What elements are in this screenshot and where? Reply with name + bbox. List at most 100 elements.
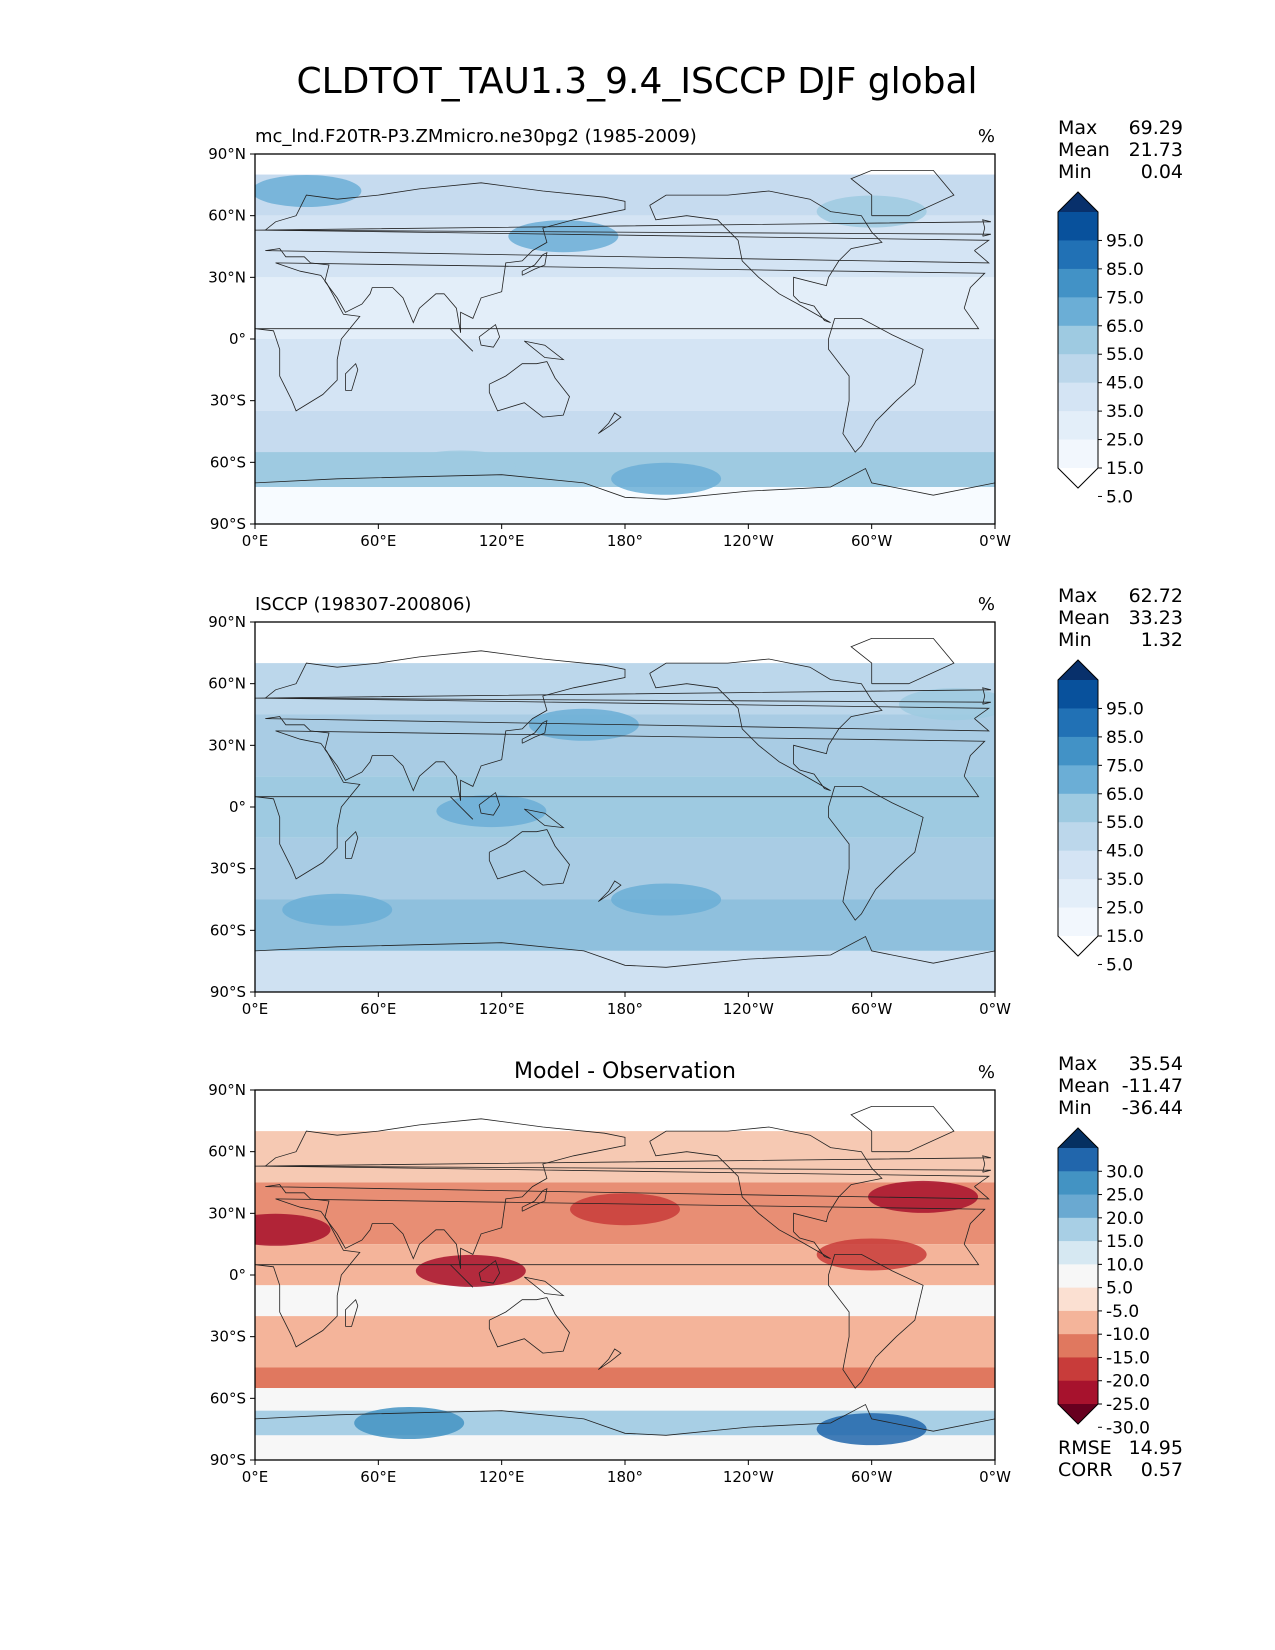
colorbar-label: 85.0	[1106, 728, 1144, 748]
coastline	[850, 1106, 955, 1153]
y-tick-label: 30°S	[210, 1328, 246, 1346]
coastline	[524, 340, 565, 361]
colorbar-label: 65.0	[1106, 785, 1144, 805]
field-band	[255, 950, 995, 992]
map-panel-difference: Model - Observation % 90°N 60°N 30°N 0° 30°S 60…	[208, 1053, 1183, 1486]
colorbar-segment	[1058, 1217, 1098, 1242]
stat-value: 62.72	[1129, 585, 1183, 607]
colorbar-extend-min	[1058, 468, 1098, 488]
colorbar-segment	[1058, 907, 1098, 937]
metric-label: RMSE	[1058, 1437, 1112, 1459]
colorbar-segment	[1058, 1310, 1098, 1335]
metric-value: 0.57	[1141, 1459, 1183, 1481]
coastline	[255, 1403, 995, 1436]
field-blob	[255, 175, 362, 207]
field-band	[255, 1316, 995, 1368]
colorbar-segment	[1058, 268, 1098, 298]
stat-value: 69.29	[1129, 117, 1183, 139]
field-blob	[816, 1413, 927, 1446]
colorbar-label: 65.0	[1106, 317, 1144, 337]
colorbar-label: 45.0	[1106, 374, 1144, 394]
x-tick-label: 120°E	[479, 532, 525, 550]
panel-units: %	[978, 126, 995, 147]
y-tick-label: 90°S	[210, 983, 246, 1001]
y-tick-label: 90°N	[208, 613, 246, 631]
coastline	[524, 808, 565, 829]
y-tick-label: 90°N	[208, 1081, 246, 1099]
coastline	[598, 412, 622, 434]
colorbar-segment	[1058, 325, 1098, 355]
colorbar-segment	[1058, 765, 1098, 795]
x-tick-label: 0°W	[979, 532, 1011, 550]
field-blob	[255, 1213, 331, 1246]
coastline	[450, 1264, 474, 1288]
panel-units: %	[978, 1062, 995, 1083]
stat-value: -36.44	[1122, 1097, 1183, 1119]
x-tick-label: 60°W	[851, 1468, 893, 1486]
map-field	[255, 622, 995, 992]
x-tick-label: 0°E	[242, 1468, 269, 1486]
field-band	[255, 339, 995, 411]
colorbar-label: -15.0	[1106, 1348, 1150, 1368]
x-tick-label: 120°W	[723, 1468, 774, 1486]
stat-value: -11.47	[1122, 1075, 1183, 1097]
metric-value: 14.95	[1129, 1437, 1183, 1459]
stat-label: Mean	[1058, 1075, 1110, 1097]
coastline	[828, 786, 924, 921]
coastline	[828, 1254, 924, 1389]
y-tick-label: 30°S	[210, 392, 246, 410]
stat-label: Max	[1058, 1053, 1097, 1075]
y-tick-label: 30°N	[208, 736, 246, 754]
coastline	[255, 467, 995, 500]
colorbar-label: 30.0	[1106, 1162, 1144, 1182]
colorbar-segment	[1058, 708, 1098, 738]
coastline	[450, 796, 474, 820]
y-tick-label: 60°N	[208, 675, 246, 693]
colorbar-segment	[1058, 1194, 1098, 1219]
coastline	[524, 1276, 565, 1297]
field-band	[255, 1367, 995, 1389]
stat-label: Mean	[1058, 607, 1110, 629]
colorbar-label: 5.0	[1106, 1279, 1133, 1299]
colorbar-segment	[1058, 411, 1098, 441]
y-tick-label: 0°	[229, 330, 246, 348]
x-tick-label: 120°E	[479, 1468, 525, 1486]
colorbar-segment	[1058, 736, 1098, 766]
stat-label: Max	[1058, 585, 1097, 607]
colorbar-extend-max	[1058, 192, 1098, 212]
x-tick-label: 180°	[607, 532, 643, 550]
colorbar-label: 15.0	[1106, 927, 1144, 947]
stat-value: 35.54	[1129, 1053, 1183, 1075]
field-blob	[898, 688, 995, 721]
coastline	[255, 219, 991, 237]
y-tick-label: 90°N	[208, 145, 246, 163]
stat-value: 1.32	[1141, 629, 1183, 651]
field-blob	[415, 1254, 526, 1287]
colorbar-label: 55.0	[1106, 813, 1144, 833]
colorbar-label: 75.0	[1106, 288, 1144, 308]
y-tick-label: 60°S	[210, 921, 246, 939]
colorbar-label: 10.0	[1106, 1255, 1144, 1275]
colorbar-segment	[1058, 1357, 1098, 1382]
panel-title-left: mc_lnd.F20TR-P3.ZMmicro.ne30pg2 (1985-20…	[255, 126, 697, 147]
colorbar-extend-max	[1058, 660, 1098, 680]
field-blob	[436, 795, 547, 828]
colorbar-segment	[1058, 1334, 1098, 1358]
coastline	[255, 1155, 991, 1173]
colorbar: 95.0 85.0 75.0 65.0 55.0 45.0 35.0 25.0 15.0 5.0	[1057, 191, 1144, 507]
field-blob	[611, 462, 722, 495]
coastline	[478, 1259, 501, 1284]
colorbar-label: 25.0	[1106, 431, 1144, 451]
field-blob	[570, 1193, 680, 1226]
x-tick-label: 0°E	[242, 1000, 269, 1018]
colorbar-segment	[1058, 850, 1098, 880]
colorbar-label: -10.0	[1106, 1325, 1150, 1345]
coastline	[598, 1348, 622, 1370]
y-tick-label: 60°N	[208, 1143, 246, 1161]
colorbar-extend-min	[1058, 1404, 1098, 1424]
stat-value: 0.04	[1141, 161, 1183, 183]
y-tick-label: 90°S	[210, 515, 246, 533]
x-tick-label: 0°W	[979, 1468, 1011, 1486]
colorbar-label: 35.0	[1106, 870, 1144, 890]
